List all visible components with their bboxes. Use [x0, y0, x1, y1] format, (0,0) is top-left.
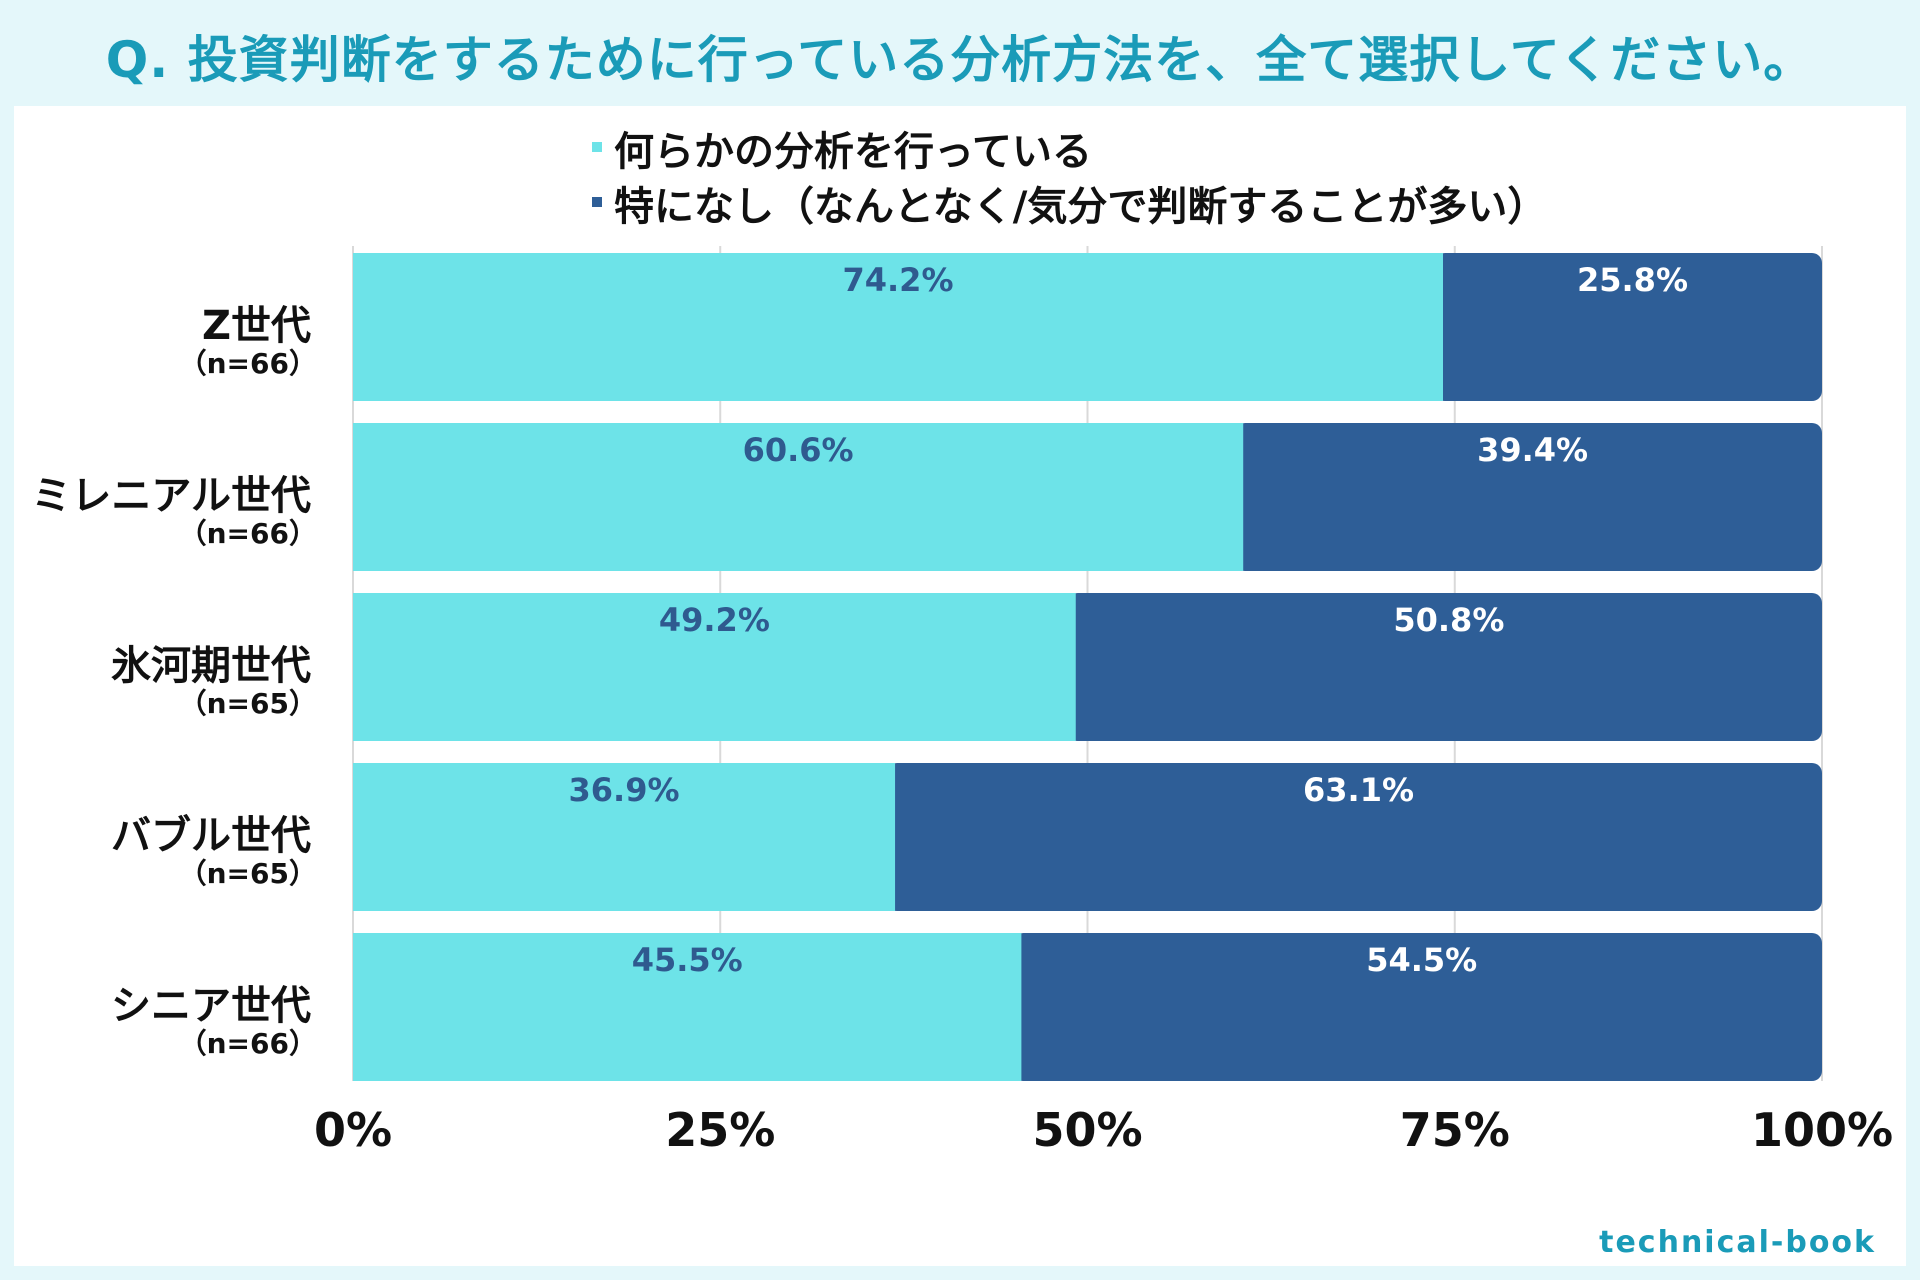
data-label-analysis: 74.2%: [842, 261, 953, 299]
bar-segment-analysis: [353, 763, 896, 911]
data-label-none: 54.5%: [1366, 941, 1477, 979]
data-label-none: 25.8%: [1577, 261, 1688, 299]
data-label-none: 63.1%: [1303, 771, 1414, 809]
x-tick-label: 50%: [1032, 1103, 1142, 1157]
sample-size-label: （n=65）: [179, 857, 317, 890]
bar-segment-none: [1434, 253, 1822, 401]
bar-segment-none: [1013, 933, 1822, 1081]
sample-size-label: （n=66）: [179, 517, 317, 550]
legend-item-1: 何らかの分析を行っている: [614, 129, 1092, 175]
bar-segment-none: [1235, 423, 1822, 571]
sample-size-label: （n=65）: [179, 687, 317, 720]
bar-segment-analysis: [353, 933, 1022, 1081]
category-label: シニア世代: [111, 983, 311, 1029]
data-label-analysis: 60.6%: [743, 431, 854, 469]
category-label: バブル世代: [111, 813, 311, 859]
data-label-analysis: 45.5%: [632, 941, 743, 979]
data-label-none: 50.8%: [1393, 601, 1504, 639]
category-label: Z世代: [202, 303, 311, 349]
chart-panel: 何らかの分析を行っている特になし（なんとなく/気分で判断することが多い） 74.2…: [14, 106, 1906, 1266]
legend-item-2: 特になし（なんとなく/気分で判断することが多い）: [614, 184, 1547, 230]
chart-title: Q. 投資判断をするために行っている分析方法を、全て選択してください。: [105, 31, 1815, 89]
x-tick-label: 0%: [314, 1103, 392, 1157]
x-tick-label: 25%: [665, 1103, 775, 1157]
legend-swatch-1: [592, 142, 602, 152]
category-label: ミレニアル世代: [31, 473, 311, 519]
bar-segment-none: [1067, 593, 1822, 741]
data-label-none: 39.4%: [1477, 431, 1588, 469]
bar-segment-analysis: [353, 253, 1443, 401]
bar-segment-analysis: [353, 593, 1076, 741]
x-tick-label: 100%: [1751, 1103, 1893, 1157]
x-tick-label: 75%: [1400, 1103, 1510, 1157]
data-label-analysis: 49.2%: [659, 601, 770, 639]
legend-swatch-2: [592, 197, 602, 207]
brand-logo: technical-book: [1599, 1225, 1876, 1260]
category-label: 氷河期世代: [111, 643, 311, 689]
sample-size-label: （n=66）: [179, 1027, 317, 1060]
data-label-analysis: 36.9%: [569, 771, 680, 809]
bar-segment-analysis: [353, 423, 1244, 571]
sample-size-label: （n=66）: [179, 347, 317, 380]
bar-segment-none: [887, 763, 1822, 911]
